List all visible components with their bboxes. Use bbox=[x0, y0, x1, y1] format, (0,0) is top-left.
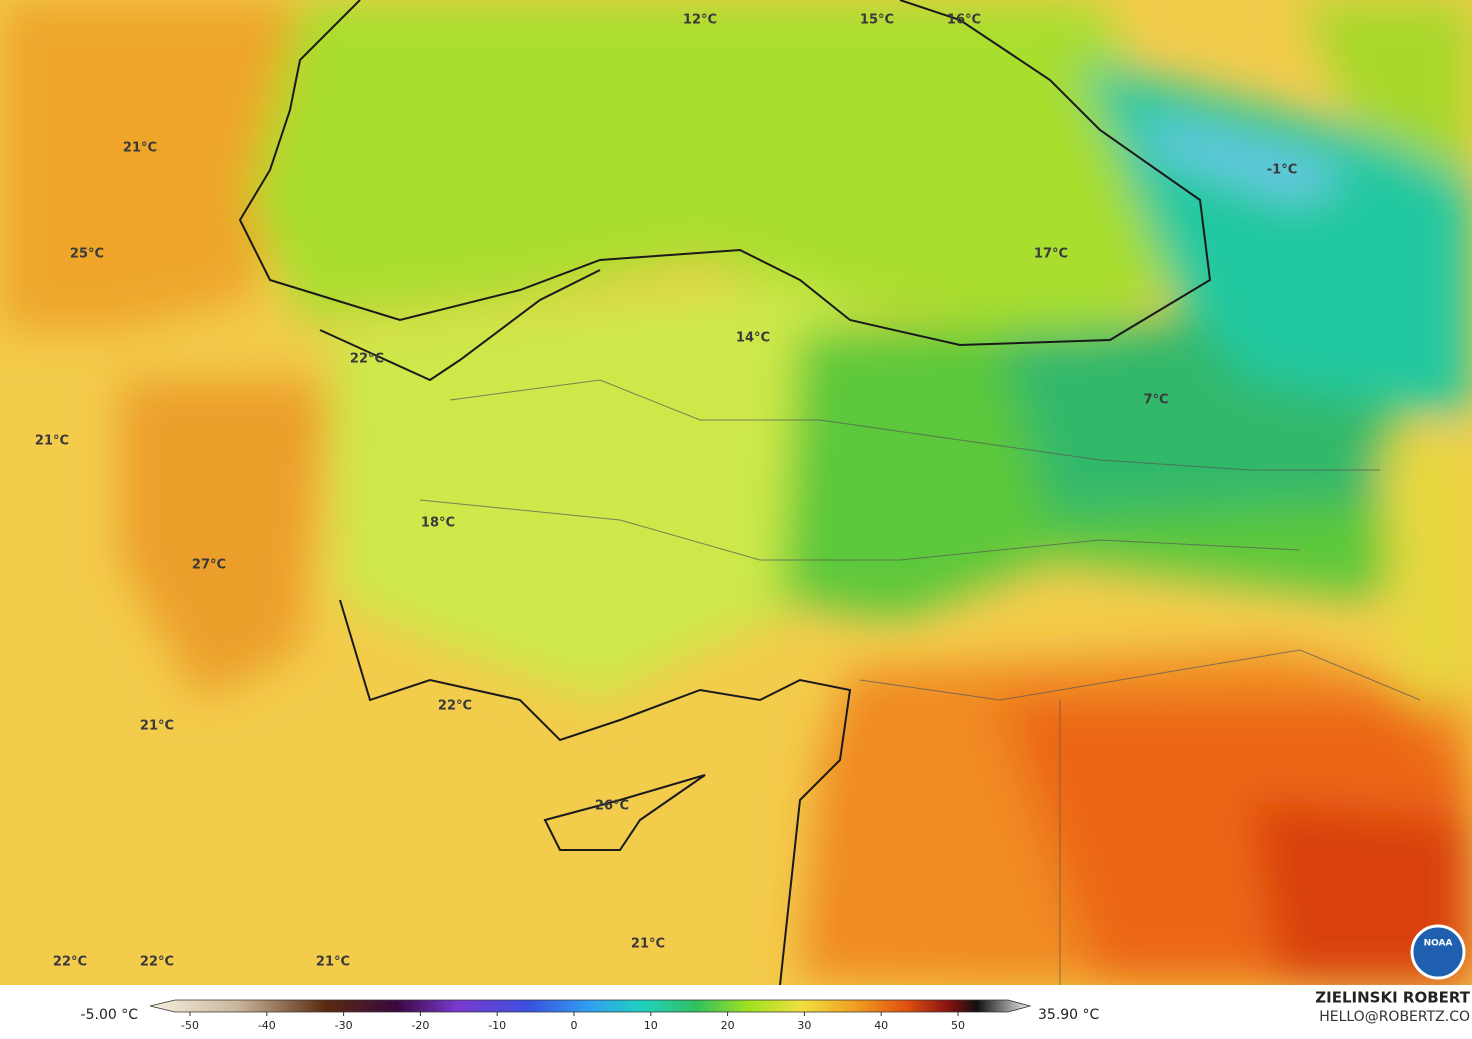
colorbar-tick-label: -50 bbox=[181, 1019, 199, 1032]
temp-label: 21°C bbox=[316, 955, 350, 970]
borders bbox=[419, 379, 1421, 985]
colorbar bbox=[149, 999, 1032, 1013]
temp-label: 7°C bbox=[1143, 393, 1168, 408]
legend-min: -5.00 °C bbox=[81, 1007, 139, 1023]
colorbar-tick-label: 20 bbox=[721, 1019, 735, 1032]
temp-label: 16°C bbox=[947, 13, 981, 28]
colorbar-tick-label: 10 bbox=[644, 1019, 658, 1032]
field-shading bbox=[0, 0, 1472, 985]
temp-label: 12°C bbox=[683, 13, 717, 28]
temp-label: 21°C bbox=[123, 141, 157, 156]
temp-label: 22°C bbox=[438, 699, 472, 714]
noaa-logo: NOAA bbox=[1410, 924, 1466, 980]
credit-email: HELLO@ROBERTZ.CO bbox=[1319, 1009, 1470, 1025]
credit-name: ZIELINSKI ROBERT bbox=[1315, 989, 1470, 1007]
colorbar-tick-label: -10 bbox=[488, 1019, 506, 1032]
colorbar-tick-label: -30 bbox=[335, 1019, 353, 1032]
colorbar-tick-label: 50 bbox=[951, 1019, 965, 1032]
temp-label: -1°C bbox=[1267, 163, 1297, 178]
temp-label: 21°C bbox=[631, 937, 665, 952]
temp-label: 18°C bbox=[421, 516, 455, 531]
temp-label: 22°C bbox=[140, 955, 174, 970]
temp-label: 22°C bbox=[53, 955, 87, 970]
colorbar-ticks: -50 -40 -30 -20 -10 0 10 20 30 40 50 bbox=[181, 1012, 965, 1032]
temp-label: 17°C bbox=[1034, 247, 1068, 262]
temp-label: 14°C bbox=[736, 331, 770, 346]
temp-label: 27°C bbox=[192, 558, 226, 573]
logo-text: NOAA bbox=[1424, 939, 1453, 949]
temp-label: 25°C bbox=[70, 247, 104, 262]
logo-disc bbox=[1410, 924, 1466, 980]
coastlines bbox=[238, 0, 1212, 986]
colorbar-tick-label: 30 bbox=[797, 1019, 811, 1032]
temp-label: 26°C bbox=[595, 799, 629, 814]
colorbar-tick-label: 0 bbox=[571, 1019, 578, 1032]
temp-label: 15°C bbox=[860, 13, 894, 28]
temp-label: 21°C bbox=[35, 434, 69, 449]
legend-max: 35.90 °C bbox=[1038, 1007, 1100, 1023]
colorbar-tick-label: 40 bbox=[874, 1019, 888, 1032]
colorbar-tick-label: -40 bbox=[258, 1019, 276, 1032]
colorbar-tick-label: -20 bbox=[411, 1019, 429, 1032]
temperature-labels: 12°C 15°C 16°C -1°C 21°C 25°C 17°C 14°C … bbox=[35, 13, 1297, 970]
temp-label: 21°C bbox=[140, 719, 174, 734]
temp-label: 22°C bbox=[350, 352, 384, 367]
temperature-field bbox=[0, 0, 1472, 986]
